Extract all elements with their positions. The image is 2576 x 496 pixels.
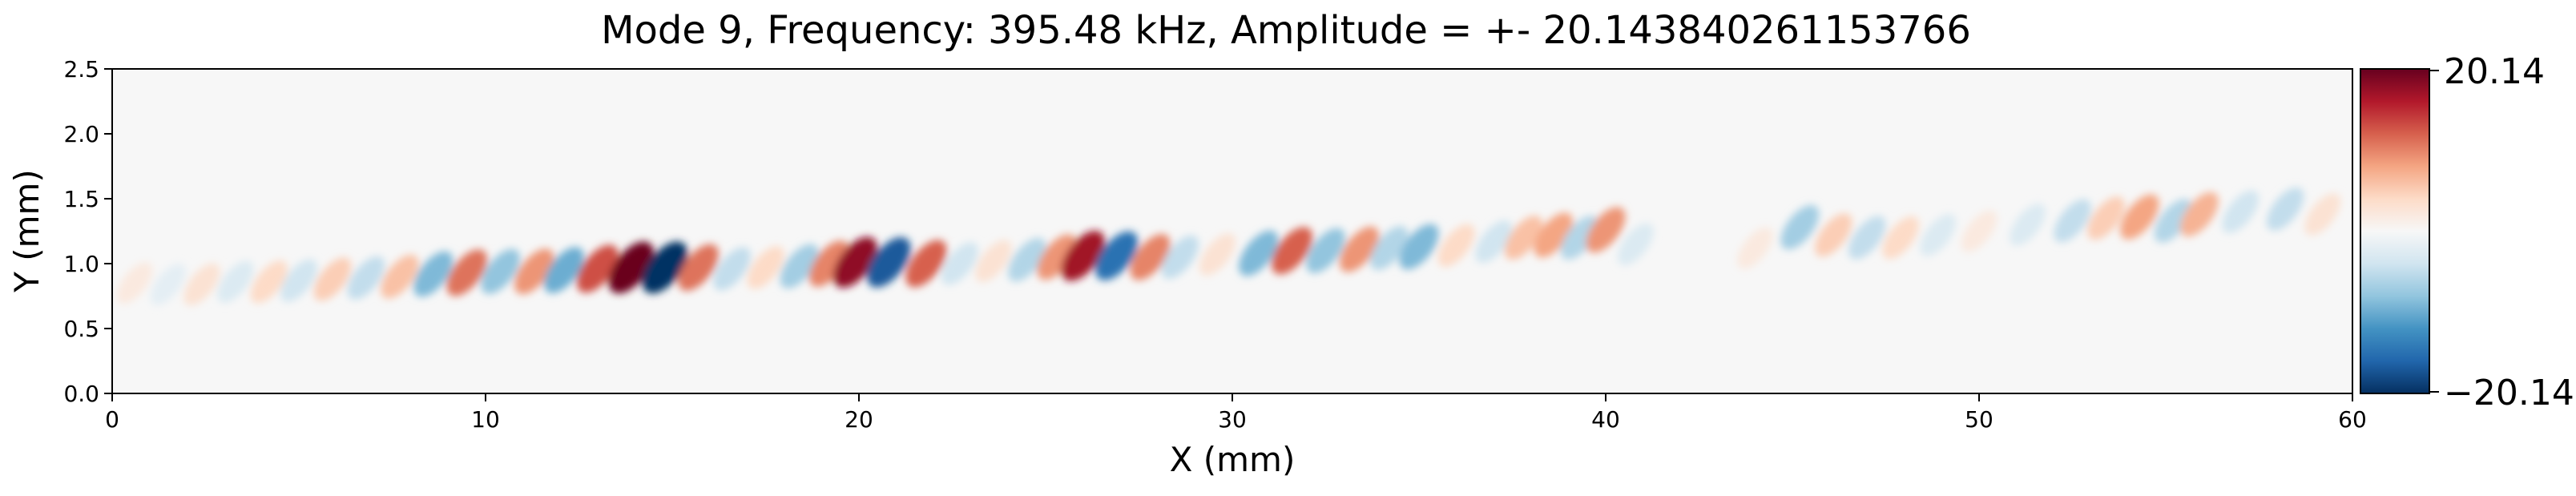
x-tick-label: 30 xyxy=(1218,406,1247,433)
x-tick-label: 50 xyxy=(1965,406,1993,433)
field-feature-55 xyxy=(2054,199,2091,243)
field-feature-1 xyxy=(150,264,187,305)
colorbar-max-label: 20.14 xyxy=(2444,51,2545,92)
y-tick-label: 0.0 xyxy=(63,381,99,407)
field-feature-62 xyxy=(2304,193,2341,236)
y-tick-label: 1.5 xyxy=(63,186,99,212)
field-feature-49 xyxy=(1815,213,1852,257)
field-feature-0 xyxy=(116,262,153,304)
field-feature-41 xyxy=(1475,220,1513,264)
field-feature-33 xyxy=(1199,233,1236,276)
x-tick-label: 60 xyxy=(2338,406,2367,433)
field-feature-45 xyxy=(1586,207,1626,253)
field-feature-43 xyxy=(1534,212,1573,258)
field-feature-28 xyxy=(1037,234,1077,280)
field-feature-20 xyxy=(780,244,819,288)
field-feature-39 xyxy=(1399,224,1439,270)
x-axis-ticks: 0 10 20 30 40 50 60 xyxy=(105,393,2367,433)
x-tick-label: 0 xyxy=(105,406,119,433)
field-feature-47 xyxy=(1737,227,1773,269)
field-feature-35 xyxy=(1272,227,1313,275)
field-feature-22 xyxy=(832,236,877,288)
field-feature-40 xyxy=(1437,224,1475,267)
field-feature-56 xyxy=(2087,196,2125,240)
field-feature-7 xyxy=(347,256,385,300)
field-feature-16 xyxy=(642,241,687,294)
field-feature-61 xyxy=(2266,188,2304,231)
field-feature-60 xyxy=(2222,190,2260,233)
field-feature-32 xyxy=(1161,235,1199,279)
field-feature-10 xyxy=(446,249,487,296)
y-tick-label: 0.5 xyxy=(63,316,99,342)
field-feature-27 xyxy=(1008,237,1046,282)
chart-title: Mode 9, Frequency: 395.48 kHz, Amplitude… xyxy=(601,8,1971,53)
field-feature-58 xyxy=(2154,199,2192,243)
field-feature-37 xyxy=(1339,226,1379,272)
field-feature-50 xyxy=(1848,216,1886,260)
field-feature-18 xyxy=(713,247,751,291)
field-feature-17 xyxy=(678,244,719,291)
y-axis-ticks: 0.0 0.5 1.0 1.5 2.0 2.5 xyxy=(63,56,112,407)
field-feature-44 xyxy=(1560,216,1598,260)
field-feature-3 xyxy=(217,260,254,303)
field-feature-21 xyxy=(808,240,849,287)
field-feature-15 xyxy=(608,241,654,294)
field-feature-12 xyxy=(514,248,554,295)
field-feature-48 xyxy=(1780,204,1820,250)
x-tick-label: 10 xyxy=(471,406,500,433)
field-feature-4 xyxy=(250,260,288,304)
heatmap-features xyxy=(116,188,2341,306)
field-feature-51 xyxy=(1882,216,1919,260)
x-tick-label: 20 xyxy=(845,406,873,433)
x-axis-label: X (mm) xyxy=(1170,440,1296,479)
field-feature-59 xyxy=(2180,192,2219,237)
x-tick-label: 40 xyxy=(1591,406,1620,433)
field-feature-24 xyxy=(905,240,947,288)
field-feature-31 xyxy=(1130,234,1171,280)
field-feature-6 xyxy=(313,257,352,301)
field-feature-42 xyxy=(1504,216,1542,260)
field-feature-2 xyxy=(183,263,220,306)
field-feature-23 xyxy=(867,237,911,288)
field-feature-57 xyxy=(2120,194,2159,240)
field-feature-29 xyxy=(1061,231,1105,281)
field-feature-9 xyxy=(413,251,454,297)
field-feature-36 xyxy=(1306,228,1345,273)
field-feature-13 xyxy=(544,247,584,293)
field-feature-11 xyxy=(481,248,520,294)
field-feature-34 xyxy=(1239,230,1279,276)
field-feature-38 xyxy=(1370,226,1409,270)
field-feature-25 xyxy=(941,242,978,285)
field-feature-30 xyxy=(1095,231,1139,280)
field-feature-46 xyxy=(1617,223,1654,265)
field-feature-14 xyxy=(576,244,619,293)
field-feature-53 xyxy=(1961,210,1998,252)
field-feature-52 xyxy=(1920,214,1957,256)
field-feature-54 xyxy=(2010,204,2046,246)
field-feature-26 xyxy=(975,240,1012,282)
y-tick-label: 1.0 xyxy=(63,251,99,277)
field-feature-5 xyxy=(280,259,317,302)
y-tick-label: 2.0 xyxy=(63,121,99,147)
colorbar-min-label: −20.14 xyxy=(2444,373,2574,413)
colorbar xyxy=(2360,68,2430,394)
field-feature-19 xyxy=(747,246,784,289)
y-axis-label: Y (mm) xyxy=(7,169,46,293)
field-feature-8 xyxy=(381,254,419,299)
y-tick-label: 2.5 xyxy=(63,56,99,83)
